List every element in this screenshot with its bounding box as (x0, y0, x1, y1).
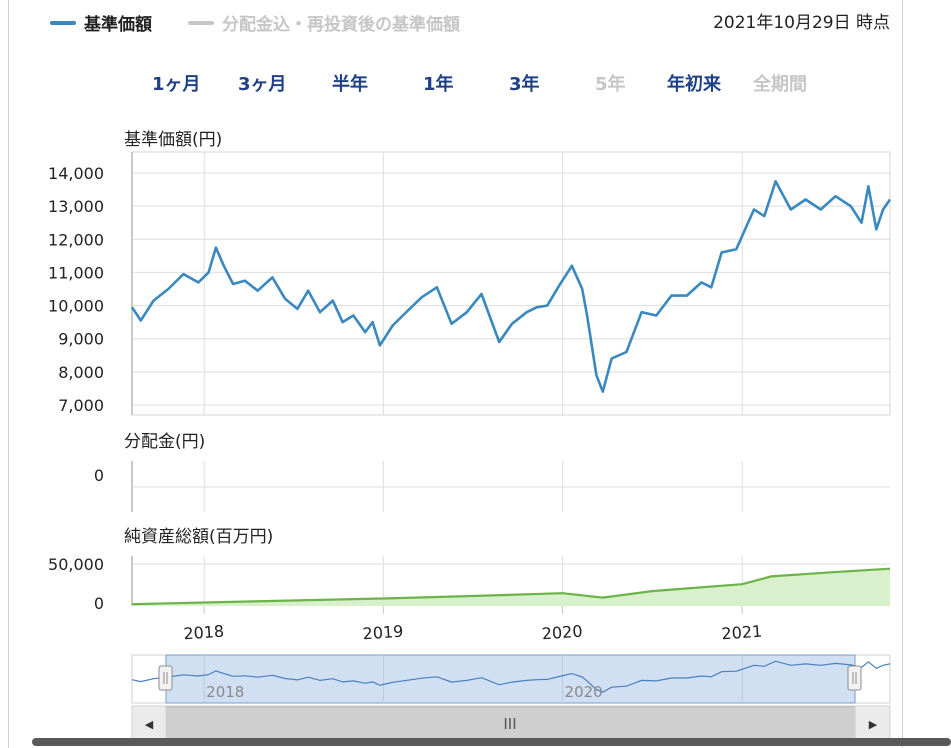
scrollbar-right-arrow-icon: ▶ (869, 718, 878, 731)
as-of-date: 2021年10月29日 時点 (713, 13, 890, 33)
chart-frame (8, 0, 903, 748)
page-scroll-indicator (32, 738, 951, 746)
nav-y-tick-label: 14,000 (48, 164, 104, 183)
nav-y-ticks: 7,000 8,000 9,000 10,000 11,000 12,000 13,000 1… (48, 164, 104, 415)
range-button-1m[interactable]: 1ヶ月 (152, 74, 201, 95)
navigator-grid (203, 655, 743, 703)
nav-y-tick-label: 9,000 (58, 330, 104, 349)
navigator-handle-right[interactable] (847, 665, 862, 691)
net-assets-y-ticks: 0 50,000 (48, 555, 104, 613)
scrollbar-right-button[interactable] (854, 705, 891, 741)
distribution-y-tick-label: 0 (94, 466, 104, 485)
x-axis-tick-label: 2019 (362, 622, 404, 644)
range-button-5y: 5年 (595, 74, 626, 95)
range-selector: 1ヶ月 3ヶ月 半年 1年 3年 5年 年初来 全期間 (0, 70, 951, 96)
x-axis-tick-label: 2018 (183, 622, 225, 644)
net-assets-y-tick-label: 50,000 (48, 555, 104, 574)
scrollbar-grip-icon: III (503, 715, 516, 733)
navigator-x-label: 2020 (565, 683, 603, 701)
navigator-handle-left[interactable] (158, 665, 173, 691)
nav-y-tick-label: 8,000 (58, 363, 104, 382)
net-assets-axis-title: 純資産総額(百万円) (124, 527, 274, 547)
scrollbar-left-arrow-icon: ◀ (145, 718, 154, 731)
x-axis-tick-label: 2020 (541, 622, 583, 644)
x-axis-tick-label: 2021 (721, 622, 763, 644)
nav-axis-title: 基準価額(円) (124, 130, 223, 150)
net-assets-y-tick-label: 0 (94, 594, 104, 613)
navigator-selection[interactable] (165, 654, 856, 704)
distribution-y-ticks: 0 (94, 466, 104, 485)
range-button-6m[interactable]: 半年 (332, 74, 368, 95)
range-button-3y[interactable]: 3年 (509, 74, 540, 95)
nav-y-tick-label: 10,000 (48, 297, 104, 316)
legend-item-reinvest[interactable]: 分配金込・再投資後の基準価額 (188, 10, 460, 35)
range-button-ytd[interactable]: 年初来 (667, 74, 721, 95)
scrollbar-left-button[interactable] (131, 705, 167, 741)
nav-y-tick-label: 7,000 (58, 396, 104, 415)
distribution-axis-title: 分配金(円) (124, 432, 206, 452)
legend-label-reinvest: 分配金込・再投資後の基準価額 (222, 15, 460, 35)
nav-series-line (130, 180, 892, 393)
range-button-3m[interactable]: 3ヶ月 (238, 74, 287, 95)
net-assets-line (131, 567, 891, 606)
legend: 基準価額 分配金込・再投資後の基準価額 (50, 10, 460, 35)
distribution-grid (131, 461, 890, 512)
legend-swatch-nav (50, 20, 76, 25)
nav-y-tick-label: 11,000 (48, 263, 104, 282)
x-axis-ticks: 2018 2019 2020 2021 (183, 606, 763, 643)
legend-item-nav[interactable]: 基準価額 (50, 10, 152, 35)
navigator-x-labels: 2018 2020 (206, 683, 603, 701)
navigator-series-line (131, 660, 891, 693)
net-assets-area (132, 568, 890, 606)
range-button-1y[interactable]: 1年 (423, 74, 454, 95)
nav-y-tick-label: 13,000 (48, 197, 104, 216)
nav-grid (131, 151, 891, 416)
legend-label-nav: 基準価額 (84, 15, 152, 35)
range-button-all: 全期間 (753, 74, 807, 95)
nav-plot-background (131, 151, 891, 416)
nav-y-tick-label: 12,000 (48, 230, 104, 249)
legend-swatch-reinvest (188, 20, 214, 25)
navigator-x-label: 2018 (206, 683, 244, 701)
